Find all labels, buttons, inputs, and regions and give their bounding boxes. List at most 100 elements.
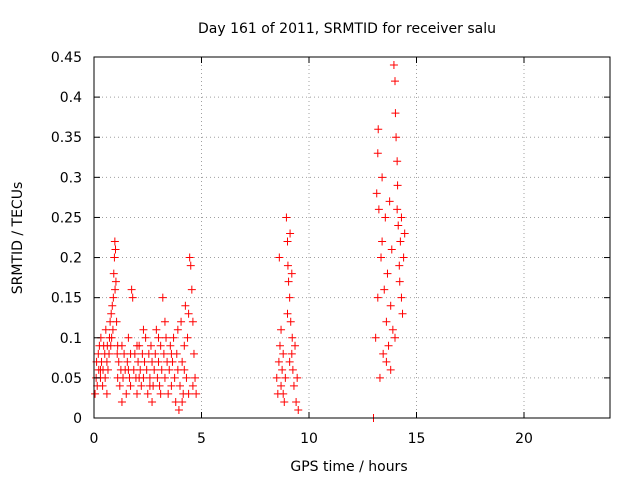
data-point	[173, 325, 182, 334]
x-tick-label: 20	[515, 431, 533, 447]
data-point	[279, 349, 288, 358]
y-axis-ticks: 0 0.05 0.1 0.15 0.2 0.25 0.3 0.35 0.4 0.45	[51, 50, 610, 427]
data-point	[111, 285, 120, 294]
data-point	[126, 349, 135, 358]
data-point	[275, 253, 284, 262]
y-tick-label: 0.15	[51, 291, 82, 307]
y-tick-label: 0.45	[51, 50, 82, 66]
data-point	[114, 357, 123, 366]
data-point	[289, 381, 298, 390]
data-point	[143, 389, 152, 398]
data-point	[142, 365, 151, 374]
data-point	[294, 405, 303, 414]
data-point	[110, 253, 119, 262]
data-point	[372, 189, 381, 198]
data-point	[155, 381, 164, 390]
data-point	[111, 277, 120, 286]
data-point	[282, 213, 291, 222]
data-point	[391, 109, 400, 118]
data-point	[102, 357, 111, 366]
data-point	[397, 213, 406, 222]
data-point	[393, 181, 402, 190]
data-point	[395, 261, 404, 270]
plot-frame	[93, 56, 611, 419]
y-tick-label: 0.35	[51, 130, 82, 146]
data-point	[382, 317, 391, 326]
data-point	[166, 341, 175, 350]
data-point	[113, 349, 122, 358]
data-point	[285, 293, 294, 302]
y-tick-label: 0.05	[51, 371, 82, 387]
data-point	[127, 285, 136, 294]
data-point	[184, 309, 193, 318]
data-point	[141, 333, 150, 342]
data-point	[103, 365, 112, 374]
data-point	[272, 373, 281, 382]
data-point	[286, 229, 295, 238]
data-point	[277, 325, 286, 334]
data-points	[91, 61, 409, 422]
data-point	[283, 237, 292, 246]
data-point	[377, 253, 386, 262]
data-point	[280, 397, 289, 406]
data-point	[109, 269, 118, 278]
data-point	[275, 341, 284, 350]
data-point	[393, 157, 402, 166]
y-tick-label: 0	[73, 411, 82, 427]
data-point	[176, 381, 184, 390]
data-point	[156, 341, 165, 350]
data-point	[102, 389, 111, 398]
data-point	[399, 253, 408, 262]
data-point	[371, 333, 380, 342]
data-point	[164, 389, 173, 398]
y-tick-label: 0.1	[60, 331, 82, 347]
data-point	[386, 365, 395, 374]
data-point	[188, 381, 197, 390]
data-point	[375, 373, 384, 382]
data-point	[180, 341, 189, 350]
data-point	[374, 205, 383, 214]
data-point	[396, 237, 405, 246]
data-point	[180, 365, 189, 374]
y-tick-label: 0.2	[60, 251, 82, 267]
data-point	[158, 293, 167, 302]
data-point	[133, 389, 141, 398]
data-point	[107, 333, 116, 342]
x-axis-label: GPS time / hours	[290, 459, 407, 475]
data-point	[145, 381, 154, 390]
chart-title: Day 161 of 2011, SRMTID for receiver sal…	[198, 21, 496, 37]
data-point	[105, 349, 114, 358]
data-point	[128, 293, 137, 302]
data-point	[108, 325, 117, 334]
data-point	[277, 381, 286, 390]
data-point	[110, 237, 119, 246]
data-point	[292, 397, 301, 406]
data-point	[191, 373, 200, 382]
data-point	[113, 341, 122, 350]
data-point	[287, 269, 296, 278]
data-point	[185, 253, 194, 262]
data-point	[108, 301, 117, 310]
data-point	[109, 293, 118, 302]
data-point	[192, 389, 201, 398]
data-point	[177, 317, 186, 326]
data-point	[139, 325, 148, 334]
data-point	[167, 381, 176, 390]
data-point	[157, 365, 166, 374]
data-point	[111, 245, 120, 254]
data-point	[160, 317, 169, 326]
data-point	[189, 349, 198, 358]
data-point	[392, 133, 401, 142]
y-tick-label: 0.4	[60, 90, 82, 106]
data-point	[389, 61, 398, 70]
data-point	[168, 357, 177, 366]
data-point	[400, 229, 409, 238]
data-point	[122, 389, 131, 398]
data-point	[98, 381, 107, 390]
data-point	[383, 269, 392, 278]
data-point	[162, 333, 171, 342]
data-point	[286, 317, 295, 326]
data-point	[391, 333, 399, 342]
data-point	[148, 397, 157, 406]
